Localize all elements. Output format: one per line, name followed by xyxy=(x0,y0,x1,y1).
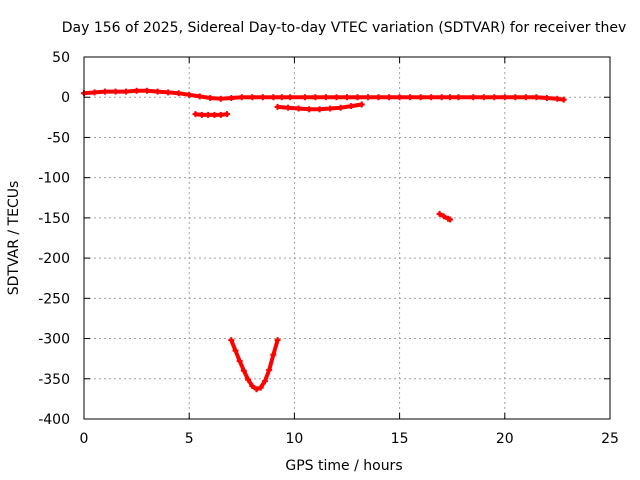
y-tick-label: -400 xyxy=(38,412,70,428)
series-4 xyxy=(228,337,281,393)
data-points xyxy=(81,87,567,393)
x-tick-label: 0 xyxy=(80,431,89,447)
x-tick-label: 10 xyxy=(285,431,303,447)
x-tick-label: 15 xyxy=(391,431,409,447)
y-tick-label: -100 xyxy=(38,171,70,187)
y-tick-label: -350 xyxy=(38,372,70,388)
x-axis-label: GPS time / hours xyxy=(285,458,402,474)
axis-ticks: 0 5 10 15 20 25 50 0 -50 -100 -150 -200 -250 -300 -350… xyxy=(38,50,619,447)
series-trace xyxy=(82,88,566,102)
x-tick-label: 5 xyxy=(185,431,194,447)
series-3 xyxy=(436,210,454,223)
series-1 xyxy=(192,111,231,118)
grid xyxy=(84,57,610,419)
plot-frame xyxy=(83,56,611,420)
y-axis-label: SDTVAR / TECUs xyxy=(6,181,22,296)
y-tick-label: 0 xyxy=(61,90,70,106)
chart-title: Day 156 of 2025, Sidereal Day-to-day VTE… xyxy=(62,20,626,36)
series-trace xyxy=(275,102,364,112)
series-trace xyxy=(437,211,453,222)
series-trace xyxy=(193,112,230,117)
series-trace xyxy=(229,338,280,392)
x-tick-label: 25 xyxy=(601,431,619,447)
y-tick-label: -150 xyxy=(38,211,70,227)
series-0 xyxy=(81,87,567,103)
y-tick-label: -300 xyxy=(38,332,70,348)
y-tick-label: -250 xyxy=(38,291,70,307)
x-tick-label: 20 xyxy=(496,431,514,447)
y-tick-label: 50 xyxy=(52,50,70,66)
series-2 xyxy=(274,101,365,113)
y-tick-label: -200 xyxy=(38,251,70,267)
y-tick-label: -50 xyxy=(47,130,70,146)
